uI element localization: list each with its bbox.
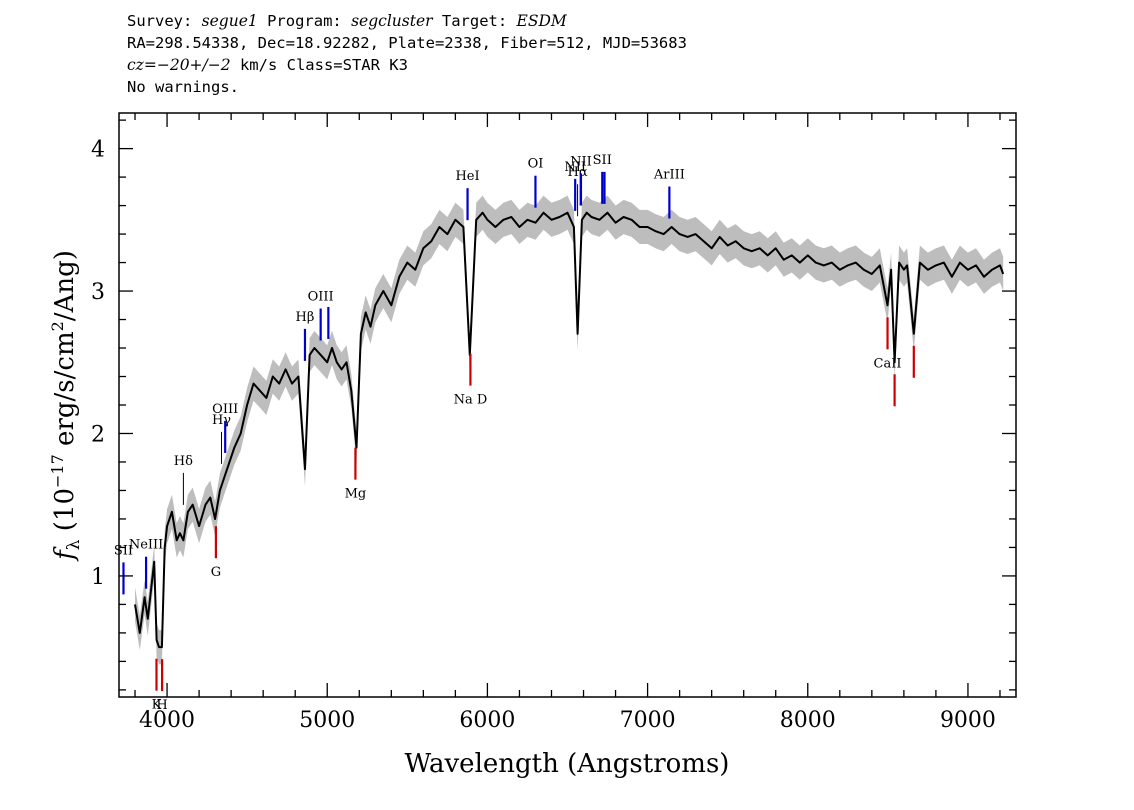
- line-label: Hα: [568, 165, 588, 180]
- header-line-3: cz=−20+/−2 km/s Class=STAR K3: [127, 54, 687, 76]
- line-label: SII: [593, 153, 612, 168]
- line-label: Hβ: [296, 310, 315, 325]
- x-tick-label: 9000: [940, 708, 996, 733]
- line-label: ArIII: [653, 168, 685, 183]
- line-label: K: [152, 698, 162, 713]
- line-label: OIII: [212, 402, 238, 417]
- line-label: Mg: [345, 487, 367, 502]
- line-label: Na D: [454, 393, 488, 408]
- header-line-4: No warnings.: [127, 78, 239, 96]
- survey-label: Survey:: [127, 12, 193, 30]
- flux-series: [134, 211, 1005, 649]
- x-tick-label: 4000: [139, 708, 195, 733]
- x-tick-label: 8000: [780, 708, 836, 733]
- line-label: Hδ: [174, 454, 193, 469]
- y-tick-label: 3: [91, 280, 105, 305]
- x-tick-label: 5000: [299, 708, 355, 733]
- line-label: NII: [564, 160, 586, 175]
- line-label: G: [211, 565, 221, 580]
- line-label: NeIII: [129, 538, 163, 553]
- cz-value: =−20+/−2: [143, 56, 231, 74]
- flux-line: [134, 211, 1005, 649]
- y-tick-label: 1: [91, 565, 105, 590]
- y-axis: 1 2 3 4: [91, 119, 1016, 691]
- line-label: Hγ: [212, 413, 231, 428]
- target-value: ESDM: [516, 12, 567, 30]
- line-label: OI: [528, 157, 544, 172]
- line-label: HeI: [455, 169, 479, 184]
- x-axis-title: Wavelength (Angstroms): [405, 749, 730, 779]
- cz-symbol: cz: [127, 56, 144, 74]
- x-tick-label: 6000: [459, 708, 515, 733]
- y-tick-label: 2: [91, 422, 105, 447]
- cz-class: km/s Class=STAR K3: [230, 56, 408, 74]
- y-axis-title: fλ (10−17 erg/s/cm2/Ang): [48, 250, 84, 562]
- x-tick-label: 7000: [620, 708, 676, 733]
- line-label: OIII: [308, 290, 334, 305]
- line-label: NII: [570, 154, 592, 169]
- target-label: Target:: [441, 12, 508, 30]
- line-label: CaII: [874, 356, 902, 371]
- program-label: Program:: [267, 12, 342, 30]
- error-band: [135, 195, 1004, 665]
- survey-value: segue1: [201, 12, 258, 30]
- program-value: segcluster: [351, 12, 433, 30]
- error-band-area: [135, 195, 1004, 665]
- header-line-1: Survey: segue1 Program: segcluster Targe…: [127, 10, 687, 32]
- line-label: H: [156, 698, 167, 713]
- header-line-2: RA=298.54338, Dec=18.92282, Plate=2338, …: [127, 34, 687, 52]
- spectrum-header: Survey: segue1 Program: segcluster Targe…: [127, 10, 687, 98]
- y-tick-label: 4: [91, 138, 105, 163]
- x-axis: 4000 5000 6000 7000 8000 9000: [134, 113, 1001, 733]
